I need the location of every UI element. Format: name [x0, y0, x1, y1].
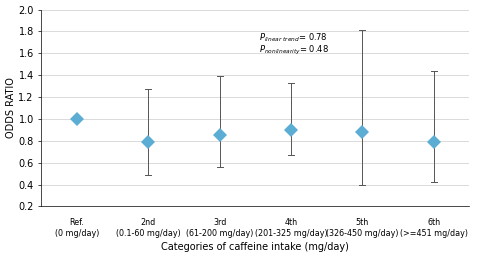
Text: (>=451 mg/day): (>=451 mg/day) [400, 229, 467, 238]
Text: (61-200 mg/day): (61-200 mg/day) [186, 229, 253, 238]
Text: 2nd: 2nd [141, 218, 156, 227]
Text: (326-450 mg/day): (326-450 mg/day) [326, 229, 399, 238]
Text: 4th: 4th [284, 218, 298, 227]
Text: 5th: 5th [356, 218, 369, 227]
Text: 6th: 6th [427, 218, 440, 227]
Text: (0.1-60 mg/day): (0.1-60 mg/day) [116, 229, 181, 238]
Text: 3rd: 3rd [213, 218, 227, 227]
Text: (0 mg/day): (0 mg/day) [55, 229, 99, 238]
Y-axis label: ODDS RATIO: ODDS RATIO [6, 78, 16, 138]
X-axis label: Categories of caffeine intake (mg/day): Categories of caffeine intake (mg/day) [162, 242, 349, 252]
Text: (201-325 mg/day): (201-325 mg/day) [255, 229, 327, 238]
Text: Ref.: Ref. [70, 218, 85, 227]
Text: $P_{nonlinearity}$= 0.48: $P_{nonlinearity}$= 0.48 [259, 44, 329, 57]
Text: $P_{linear\ trend}$= 0.78: $P_{linear\ trend}$= 0.78 [259, 31, 327, 44]
